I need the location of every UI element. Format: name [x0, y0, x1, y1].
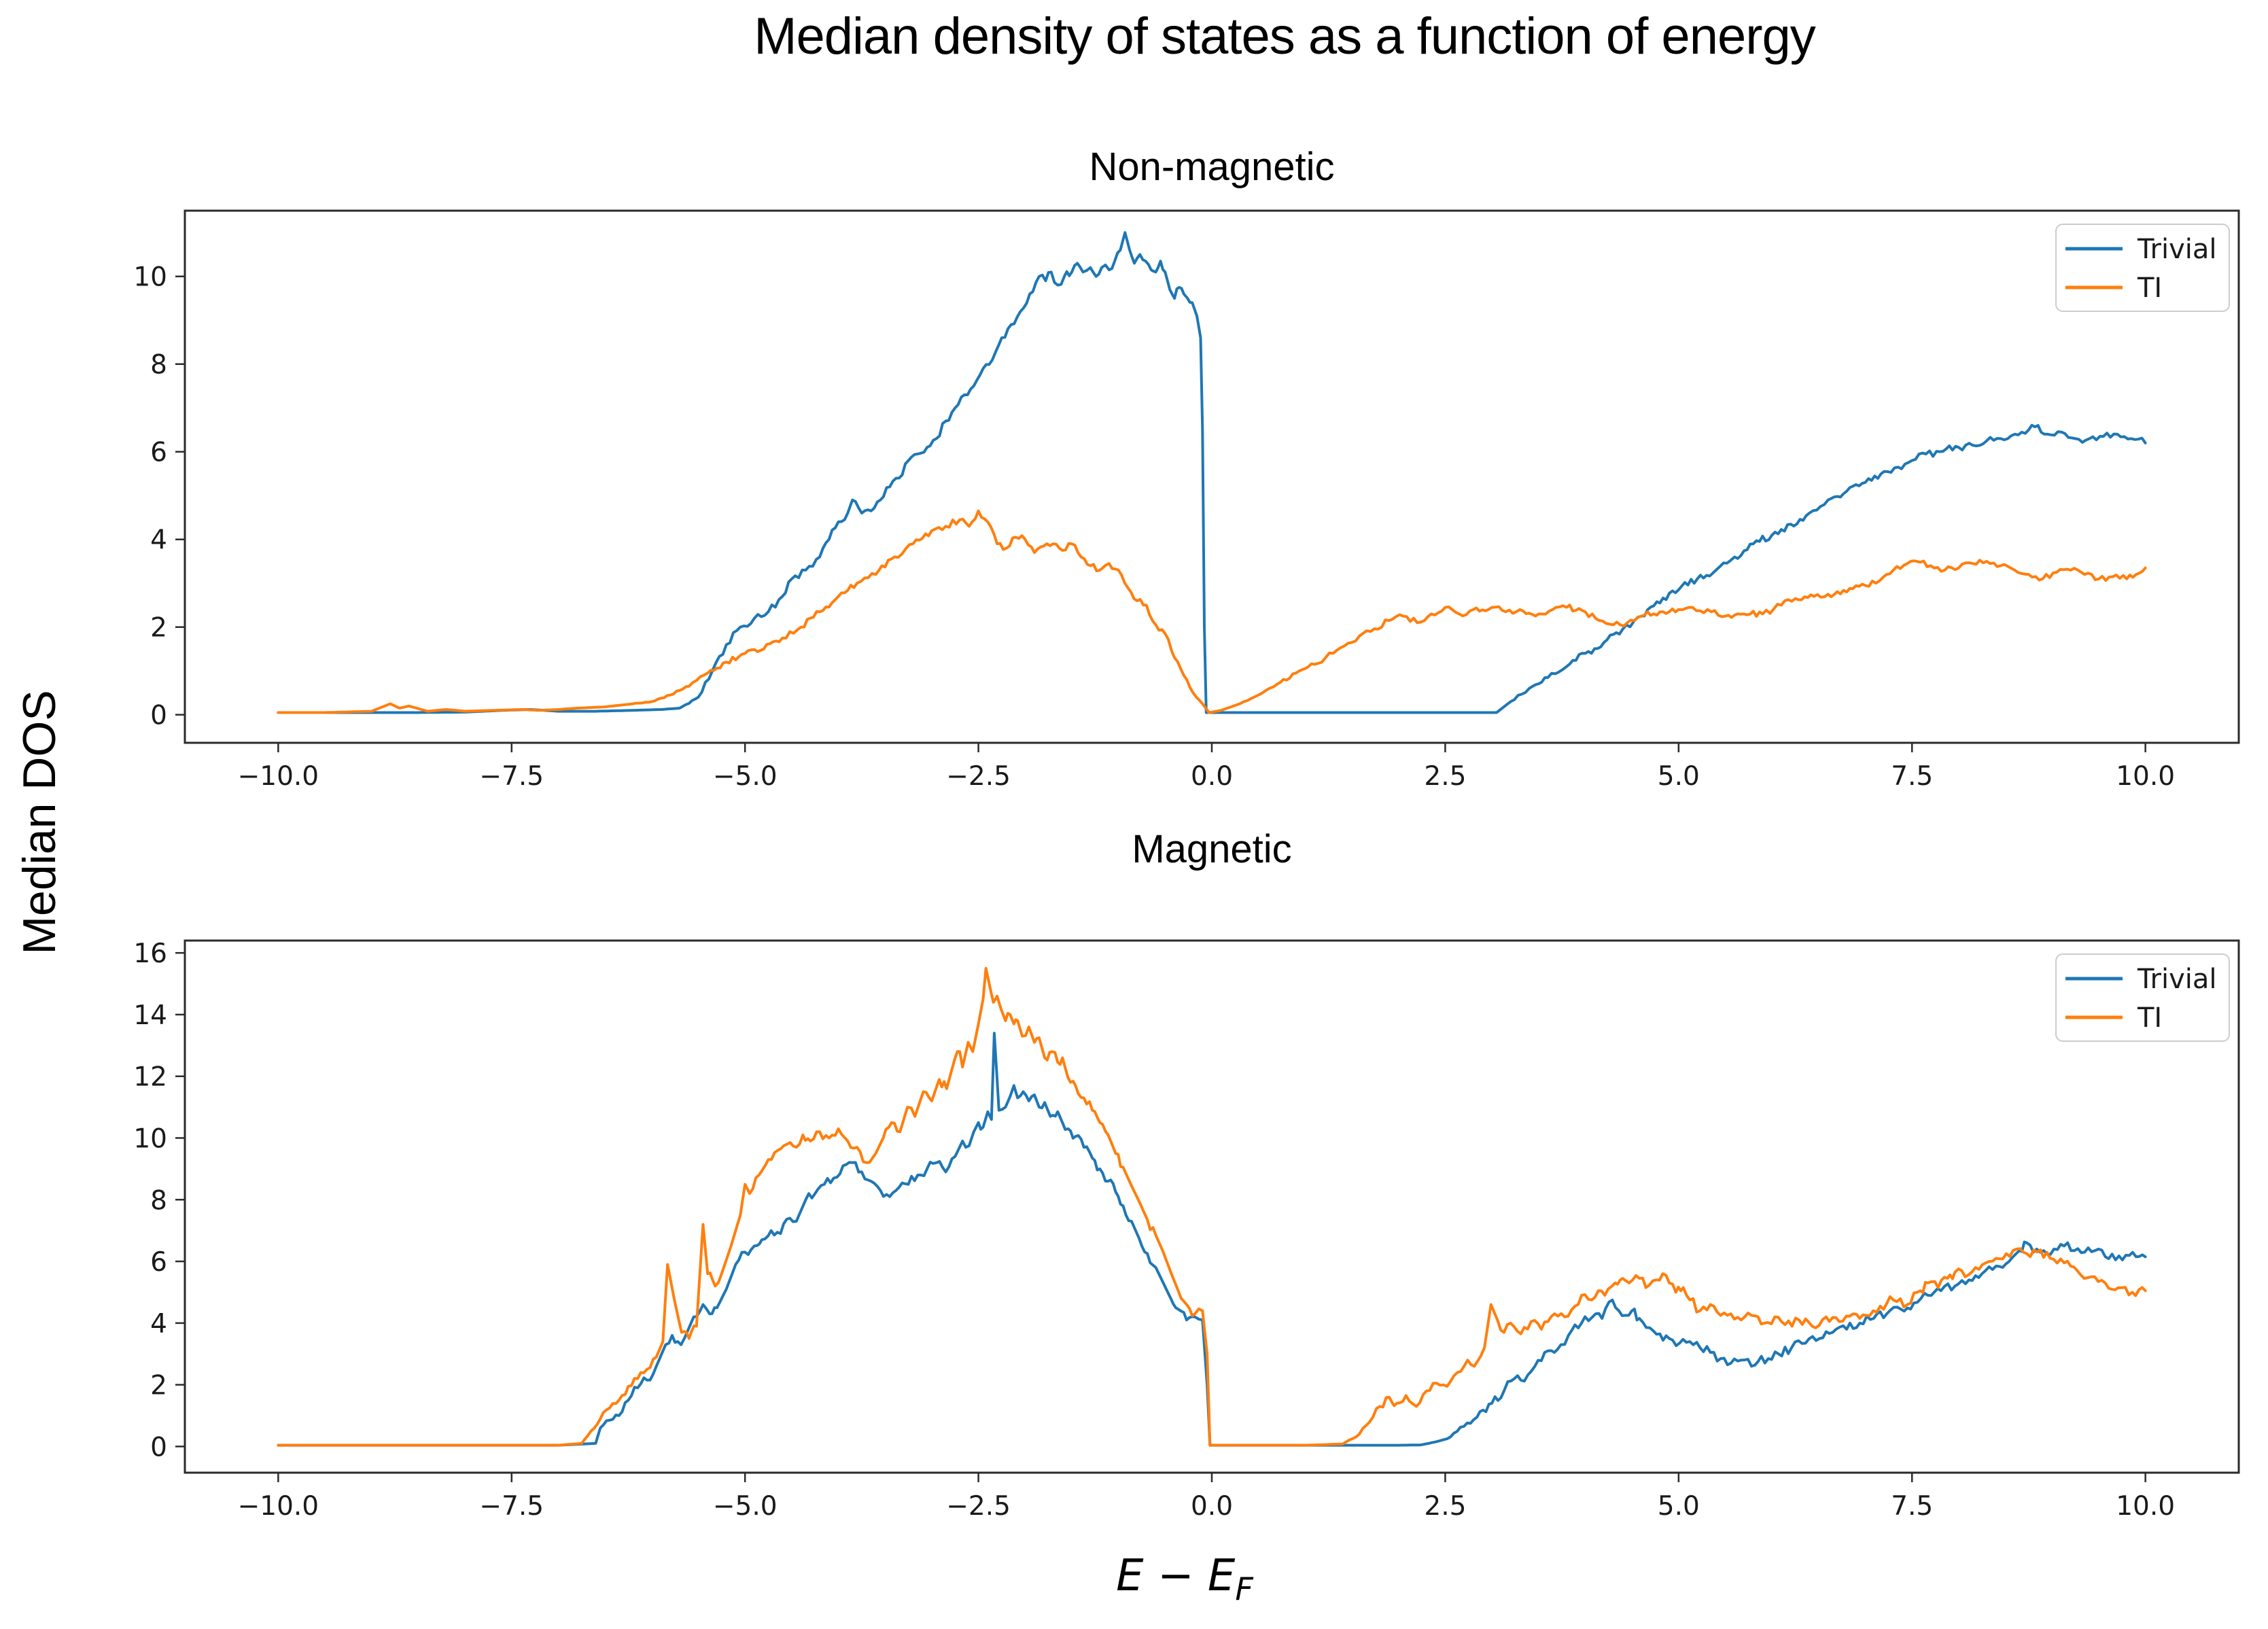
x-tick-label: −10.0	[238, 1491, 319, 1522]
series-line-ti	[277, 509, 2147, 714]
x-tick-label: −5.0	[713, 1491, 778, 1522]
x-tick-label: −2.5	[946, 1491, 1011, 1522]
x-tick-label: 7.5	[1891, 761, 1933, 792]
x-tick-label: 5.0	[1658, 761, 1700, 792]
x-axis-label-base: E − E	[1116, 1551, 1236, 1601]
legend-box	[2055, 224, 2230, 312]
x-tick-label: −7.5	[479, 761, 544, 792]
subplot-title-magnetic: Magnetic	[1132, 827, 1292, 871]
x-tick-label: 10.0	[2116, 1491, 2175, 1522]
y-tick-label: 2	[150, 613, 167, 644]
subplot-non-magnetic: −10.0 −7.5 −5.0 −2.5 0.0 2.5 5.0 7.5 10.0 0 2 4 6 8 10…	[133, 209, 2240, 792]
axes-box	[184, 209, 2240, 744]
x-tick-label: −5.0	[713, 761, 778, 792]
x-axis-label-subscript: F	[1235, 1570, 1253, 1607]
x-tick-label: 0.0	[1191, 761, 1233, 792]
legend-label-ti: TI	[2137, 1002, 2162, 1034]
x-tick-label: −7.5	[479, 1491, 544, 1522]
y-tick-label: 6	[150, 1247, 167, 1278]
y-axis-label: Median DOS	[14, 690, 65, 955]
x-axis-label: E − EF	[1116, 1551, 1253, 1607]
subplot-magnetic: −10.0 −7.5 −5.0 −2.5 0.0 2.5 5.0 7.5 10.0 0 2 4 6 8 10…	[133, 939, 2240, 1522]
y-tick-label: 2	[150, 1371, 167, 1401]
series-line-ti	[277, 966, 2147, 1447]
x-tick-label: 2.5	[1424, 1491, 1466, 1522]
y-tick-label: 8	[150, 1185, 167, 1216]
subplot-title-non-magnetic: Non-magnetic	[1089, 145, 1335, 189]
x-tick-label: 0.0	[1191, 1491, 1233, 1522]
legend-label-trivial: Trivial	[2137, 964, 2217, 995]
series-line-trivial	[277, 231, 2147, 714]
x-tick-label: −2.5	[946, 761, 1011, 792]
y-tick-label: 14	[133, 1000, 167, 1031]
x-tick-label: 7.5	[1891, 1491, 1933, 1522]
series-line-trivial	[277, 1032, 2147, 1447]
x-tick-label: 5.0	[1658, 1491, 1700, 1522]
y-tick-label: 10	[133, 262, 167, 293]
y-tick-label: 6	[150, 438, 167, 468]
x-tick-label: 10.0	[2116, 761, 2175, 792]
y-tick-label: 0	[150, 1432, 167, 1462]
y-tick-label: 10	[133, 1124, 167, 1155]
figure-title: Median density of states as a function o…	[754, 7, 1816, 65]
y-tick-label: 0	[150, 701, 167, 731]
y-tick-label: 12	[133, 1062, 167, 1093]
legend-label-ti: TI	[2137, 273, 2162, 304]
y-tick-label: 4	[150, 1309, 167, 1339]
y-tick-label: 16	[133, 939, 167, 969]
axes-box	[184, 939, 2240, 1474]
y-tick-label: 4	[150, 525, 167, 556]
legend-box	[2055, 953, 2230, 1042]
x-tick-label: −10.0	[238, 761, 319, 792]
x-tick-label: 2.5	[1424, 761, 1466, 792]
y-tick-label: 8	[150, 350, 167, 381]
legend-label-trivial: Trivial	[2137, 234, 2217, 265]
